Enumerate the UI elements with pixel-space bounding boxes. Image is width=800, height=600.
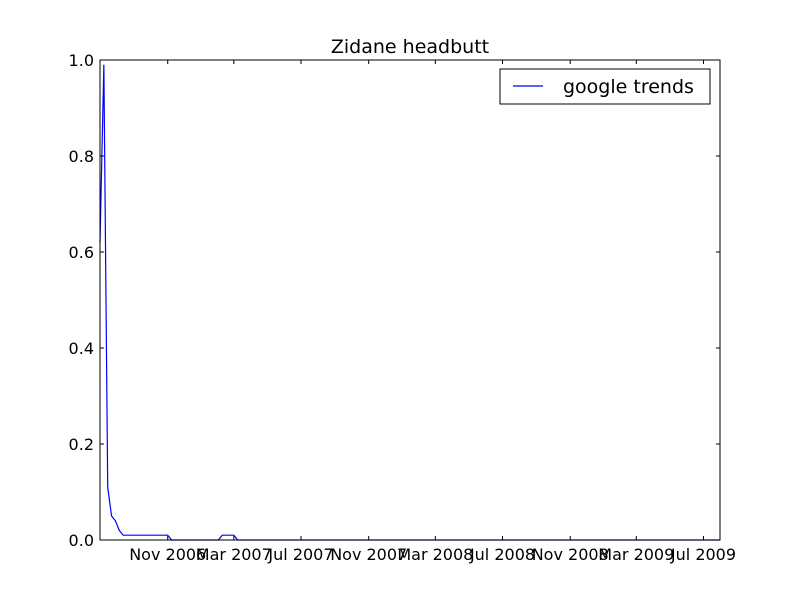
x-tick-label: Jul 2009 <box>670 545 736 564</box>
x-tick-label: Mar 2009 <box>598 545 674 564</box>
y-tick-label: 0.4 <box>69 339 94 358</box>
y-tick-label: 0.6 <box>69 243 94 262</box>
y-tick-label: 0.2 <box>69 435 94 454</box>
y-tick-label: 0.0 <box>69 531 94 550</box>
x-tick-label: Nov 2007 <box>330 545 407 564</box>
x-tick-label: Nov 2006 <box>129 545 206 564</box>
chart-title: Zidane headbutt <box>331 36 489 58</box>
x-tick-label: Mar 2007 <box>196 545 272 564</box>
plot-frame <box>99 59 721 541</box>
legend-box <box>499 68 711 105</box>
legend: google trends <box>499 68 711 105</box>
y-tick-label: 1.0 <box>69 51 94 70</box>
x-tick-label: Jul 2008 <box>469 545 535 564</box>
x-tick-label: Jul 2007 <box>267 545 333 564</box>
series-line-0 <box>99 64 720 541</box>
y-tick-label: 0.8 <box>69 147 94 166</box>
x-tick-label: Mar 2008 <box>397 545 473 564</box>
legend-label-google-trends: google trends <box>563 76 694 98</box>
x-tick-label: Nov 2008 <box>532 545 609 564</box>
